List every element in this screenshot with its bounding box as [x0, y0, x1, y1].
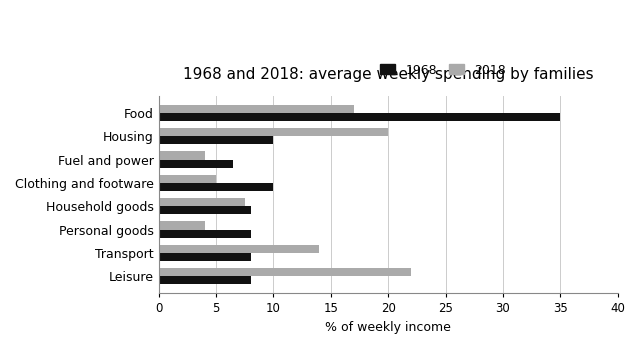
Bar [159, 183, 273, 191]
Bar [159, 230, 250, 238]
Bar [159, 105, 354, 113]
Bar [159, 245, 319, 253]
Bar [159, 159, 234, 168]
Title: 1968 and 2018: average weekly spending by families: 1968 and 2018: average weekly spending b… [183, 67, 593, 82]
Bar [159, 136, 273, 144]
Bar [159, 221, 205, 230]
Bar [159, 268, 411, 276]
Bar [159, 206, 250, 214]
X-axis label: % of weekly income: % of weekly income [325, 321, 451, 334]
Bar [159, 175, 216, 183]
Bar [159, 151, 205, 159]
Bar [159, 198, 244, 206]
Bar [159, 128, 388, 136]
Legend: 1968, 2018: 1968, 2018 [375, 59, 511, 82]
Bar [159, 253, 250, 261]
Bar [159, 276, 250, 284]
Bar [159, 113, 560, 121]
